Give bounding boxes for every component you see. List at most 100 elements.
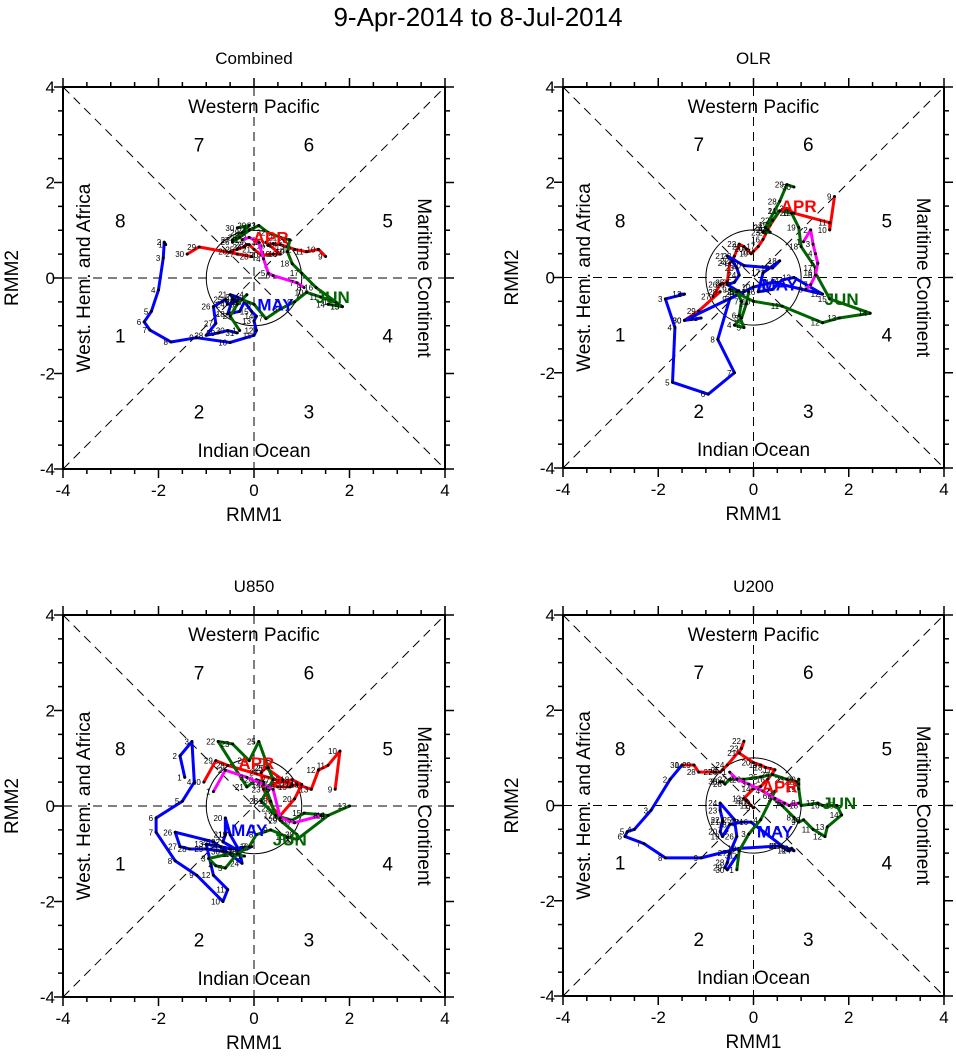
day-label: 22 <box>720 257 729 266</box>
data-point <box>773 796 777 800</box>
data-point <box>759 763 763 767</box>
data-point <box>161 256 165 260</box>
day-label: 13 <box>827 314 836 323</box>
day-label: 9 <box>722 295 727 304</box>
day-label: 24 <box>758 228 767 237</box>
data-point <box>235 852 239 856</box>
day-label: 17 <box>804 264 813 273</box>
day-label: 7 <box>258 315 263 324</box>
day-label: 30 <box>211 847 220 856</box>
data-point <box>778 259 782 263</box>
day-label: 1 <box>237 852 242 861</box>
data-point <box>257 740 261 744</box>
x-axis-label: RMM1 <box>726 1032 782 1053</box>
data-point <box>718 801 722 805</box>
day-label: 2 <box>223 850 228 859</box>
data-point <box>207 857 211 861</box>
day-label: 25 <box>228 233 237 242</box>
day-label: 18 <box>768 257 777 266</box>
data-point <box>737 273 741 277</box>
data-point <box>732 818 736 822</box>
day-label: 20 <box>708 828 717 837</box>
data-point <box>319 814 323 818</box>
day-label: 27 <box>718 849 727 858</box>
data-point <box>223 866 227 870</box>
data-point <box>278 243 282 247</box>
day-label: 15 <box>261 240 270 249</box>
day-label: 20 <box>742 759 751 768</box>
data-point <box>721 820 725 824</box>
data-point <box>747 832 751 836</box>
data-point <box>223 297 227 301</box>
day-label: 26 <box>715 281 724 290</box>
day-label: 18 <box>754 763 763 772</box>
data-point <box>264 317 268 321</box>
day-label: 21 <box>727 749 736 758</box>
data-point <box>154 830 158 834</box>
day-label: 31 <box>689 314 698 323</box>
x-tick-label: 0 <box>249 1009 258 1028</box>
day-label: 3 <box>156 254 161 263</box>
day-label: 19 <box>218 831 227 840</box>
data-point <box>228 293 232 297</box>
phase-label: 3 <box>803 402 814 423</box>
day-label: 6 <box>701 390 706 399</box>
data-point <box>732 323 736 327</box>
data-point <box>238 235 242 239</box>
data-point <box>742 326 746 330</box>
day-label: 1 <box>235 236 240 245</box>
month-label-may: MAY <box>257 295 294 314</box>
data-point <box>799 245 803 249</box>
data-point <box>735 290 739 294</box>
y-tick-label: 0 <box>46 269 55 288</box>
day-label: 12 <box>811 319 820 328</box>
day-label: 24 <box>237 226 246 235</box>
day-label: 1 <box>675 761 680 770</box>
day-label: 4 <box>187 778 192 787</box>
day-label: 15 <box>278 783 287 792</box>
y-tick-label: -2 <box>40 893 55 912</box>
day-label: 5 <box>175 797 180 806</box>
data-point <box>245 243 249 247</box>
series-line-jul <box>241 235 305 289</box>
day-label: 21 <box>732 243 741 252</box>
day-label: 21 <box>268 233 277 242</box>
data-point <box>682 318 686 322</box>
day-label: 23 <box>751 228 760 237</box>
month-label-jun: JUN <box>825 290 859 309</box>
data-point <box>797 782 801 786</box>
series-line-jul <box>212 768 322 825</box>
data-point <box>766 228 770 232</box>
day-label: 7 <box>803 281 808 290</box>
data-point <box>235 247 239 251</box>
data-point <box>252 319 256 323</box>
data-point <box>723 782 727 786</box>
data-point <box>744 247 748 251</box>
data-point <box>730 259 734 263</box>
day-label: 2 <box>223 312 228 321</box>
data-point <box>804 287 808 291</box>
day-label: 30 <box>782 183 791 192</box>
data-point <box>235 252 239 256</box>
data-point <box>713 770 717 774</box>
day-label: 8 <box>658 854 663 863</box>
day-label: 7 <box>734 297 739 306</box>
day-label: 25 <box>723 278 732 287</box>
data-point <box>706 392 710 396</box>
data-point <box>269 799 273 803</box>
day-label: 26 <box>202 303 211 312</box>
data-point <box>825 825 829 829</box>
data-point <box>782 801 786 805</box>
data-point <box>266 271 270 275</box>
month-label-jun: JUN <box>273 830 307 849</box>
data-point <box>728 851 732 855</box>
day-label: 7 <box>727 369 732 378</box>
data-point <box>759 775 763 779</box>
data-point <box>214 864 218 868</box>
data-point <box>154 816 158 820</box>
data-point <box>668 777 672 781</box>
data-point <box>142 320 146 324</box>
data-point <box>221 840 225 844</box>
day-label: 19 <box>749 761 758 770</box>
data-point <box>324 255 328 259</box>
